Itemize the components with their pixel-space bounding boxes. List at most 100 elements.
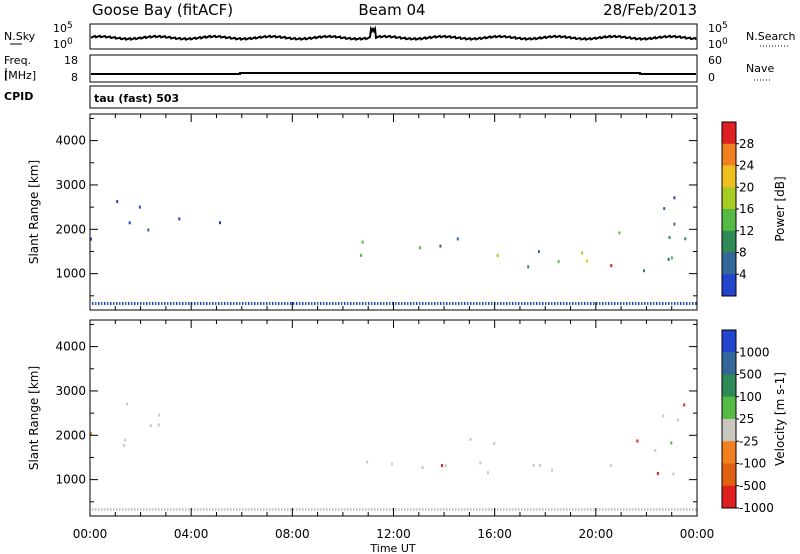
velocity-cell — [143, 508, 145, 511]
velocity-cell — [233, 508, 235, 511]
power-cell — [623, 302, 625, 305]
beam-label: Beam 04 — [358, 1, 425, 19]
power-cell — [497, 302, 499, 305]
power-cell — [359, 302, 361, 305]
velocity-cell — [467, 508, 469, 511]
power-cell — [161, 302, 163, 305]
power-cell — [569, 302, 571, 305]
power-cell — [614, 302, 616, 305]
power-cell — [605, 302, 607, 305]
velocity-cell — [578, 508, 580, 511]
velocity-cell — [194, 508, 196, 511]
power-cell — [392, 302, 394, 305]
power-cell — [281, 302, 283, 305]
velocity-cell — [575, 508, 577, 511]
velocity-cell — [350, 508, 352, 511]
power-cell — [578, 302, 580, 305]
power-cell — [618, 231, 621, 235]
velocity-cell — [308, 508, 310, 511]
power-cell — [138, 205, 141, 209]
velocity-cell — [230, 508, 232, 511]
velocity-cell — [638, 508, 640, 511]
power-cell — [635, 302, 637, 305]
power-cell — [548, 302, 550, 305]
velocity-cell — [341, 508, 343, 511]
power-cell — [434, 302, 436, 305]
velocity-cell — [260, 508, 262, 511]
power-cell — [647, 302, 649, 305]
velocity-cell — [197, 508, 199, 511]
velocity-cell — [242, 508, 244, 511]
velocity-cell — [623, 508, 625, 511]
velocity-cell — [185, 508, 187, 511]
nave-label: Nave — [746, 62, 774, 75]
velocity-cell — [425, 508, 427, 511]
power-cell — [185, 302, 187, 305]
velocity-cell — [470, 508, 472, 511]
power-cell — [167, 302, 169, 305]
x-tick-label: 00:00 — [73, 527, 108, 541]
power-cell — [449, 302, 451, 305]
velocity-cell — [335, 508, 337, 511]
velocity-cell — [314, 508, 316, 511]
velocity-cell — [239, 508, 241, 511]
power-cell — [371, 302, 373, 305]
power-cell — [496, 254, 499, 258]
velocity-cell — [344, 508, 346, 511]
velocity-cell — [155, 508, 157, 511]
velocity-cell — [212, 508, 214, 511]
velocity-cell — [611, 508, 613, 511]
date-label: 28/Feb/2013 — [603, 1, 697, 19]
power-colorbar-tick-label: 12 — [739, 224, 754, 238]
power-cell — [90, 237, 92, 241]
velocity-cell — [398, 508, 400, 511]
velocity-cell — [90, 432, 92, 436]
power-cell — [380, 302, 382, 305]
power-colorbar-swatch — [722, 209, 736, 232]
velocity-cell — [116, 508, 118, 511]
power-cell — [515, 302, 517, 305]
power-panel — [89, 113, 698, 311]
velocity-cell — [391, 462, 393, 466]
power-cell — [673, 222, 676, 226]
power-cell — [323, 302, 325, 305]
velocity-colorbar-swatch — [722, 330, 736, 353]
power-cell — [209, 302, 211, 305]
velocity-cell — [356, 508, 358, 511]
power-cell — [206, 302, 208, 305]
velocity-cell — [383, 508, 385, 511]
velocity-cell — [653, 508, 655, 511]
power-cell — [287, 302, 289, 305]
power-cell — [620, 302, 622, 305]
power-cell — [467, 302, 469, 305]
velocity-cell — [672, 472, 675, 476]
power-cell — [506, 302, 508, 305]
power-cell — [596, 302, 598, 305]
power-cell — [512, 302, 514, 305]
x-tick-label: 16:00 — [477, 527, 512, 541]
power-cell — [663, 207, 666, 211]
velocity-cell — [551, 468, 554, 472]
velocity-cell — [98, 508, 100, 511]
power-cell — [329, 302, 331, 305]
power-cell — [200, 302, 202, 305]
velocity-cell — [521, 508, 523, 511]
velocity-cell — [486, 471, 489, 475]
power-cell — [509, 302, 511, 305]
power-cell — [692, 302, 694, 305]
power-cell — [419, 246, 422, 250]
velocity-cell — [278, 508, 280, 511]
power-cell — [533, 302, 535, 305]
power-cell — [586, 259, 588, 263]
velocity-cell — [626, 508, 628, 511]
velocity-cell — [124, 438, 127, 442]
power-cell — [554, 302, 556, 305]
velocity-cell — [158, 508, 160, 511]
velocity-cell — [452, 508, 454, 511]
velocity-cell — [461, 508, 463, 511]
velocity-cell — [676, 418, 679, 422]
power-cell — [536, 302, 538, 305]
velocity-cell — [251, 508, 253, 511]
velocity-cell — [662, 414, 665, 418]
power-cell — [446, 302, 448, 305]
